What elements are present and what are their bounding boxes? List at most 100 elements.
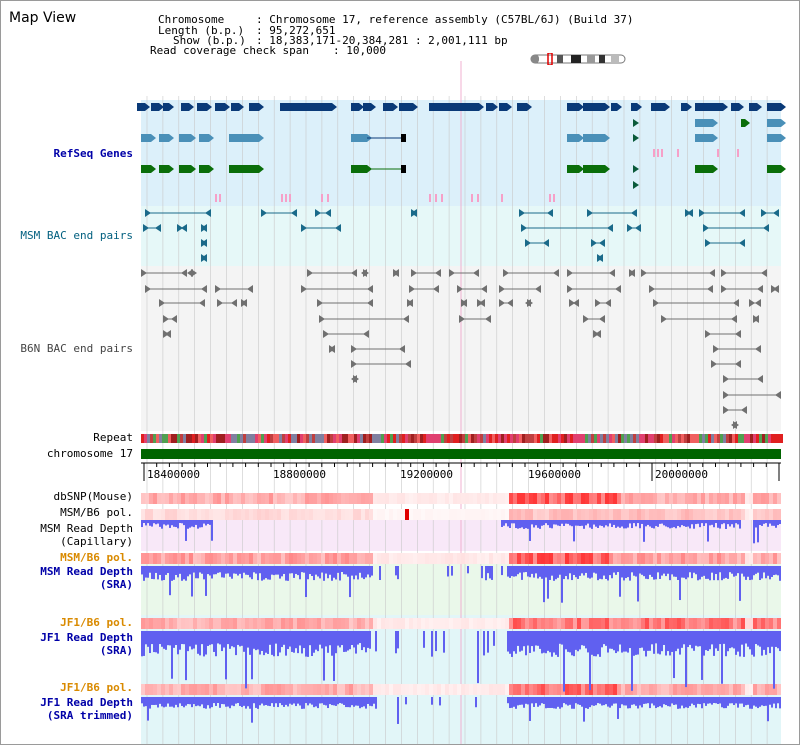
depth-bar: [745, 631, 747, 644]
pink-mark: [657, 149, 659, 157]
heat-cell: [637, 684, 641, 695]
depth-bar: [285, 631, 287, 656]
repeat-segment: [570, 434, 573, 443]
heat-cell: [445, 509, 449, 520]
depth-bar: [693, 520, 695, 529]
heat-cell: [645, 493, 649, 504]
heat-cell: [725, 509, 729, 520]
heat-cell: [645, 509, 649, 520]
depth-bar: [325, 631, 327, 647]
chromosome-ideogram[interactable]: [529, 53, 629, 65]
repeat-segment: [417, 434, 420, 443]
depth-bar: [701, 566, 703, 577]
heat-cell: [625, 684, 629, 695]
depth-bar: [351, 631, 353, 646]
depth-bar: [209, 697, 211, 709]
bac-end-marker: [741, 406, 747, 414]
depth-bar: [363, 631, 365, 648]
depth-bar: [145, 566, 147, 578]
heat-cell: [501, 684, 505, 695]
heat-cell: [441, 618, 445, 629]
heat-cell: [569, 509, 573, 520]
depth-bar: [665, 631, 667, 656]
gene-block: [767, 119, 781, 127]
heat-cell: [325, 618, 329, 629]
heat-cell: [593, 509, 597, 520]
depth-bar: [577, 520, 579, 526]
repeat-segment: [702, 434, 705, 443]
heat-cell: [317, 684, 321, 695]
depth-bar: [577, 697, 579, 705]
bac-end-marker: [461, 299, 467, 307]
bac-end-marker: [583, 315, 589, 323]
heat-cell: [209, 618, 213, 629]
heat-cell: [401, 493, 405, 504]
repeat-segment: [753, 434, 756, 443]
depth-bar: [727, 631, 729, 652]
heat-cell: [577, 553, 581, 564]
heat-cell: [733, 684, 737, 695]
pink-mark: [219, 194, 221, 202]
heat-cell: [249, 509, 253, 520]
heat-cell: [677, 493, 681, 504]
gene-block: [351, 165, 367, 173]
gene-block: [695, 134, 713, 142]
heat-cell: [709, 493, 713, 504]
depth-bar: [247, 697, 249, 707]
depth-bar: [705, 520, 707, 524]
depth-bar: [553, 520, 555, 525]
repeat-segment: [438, 434, 441, 443]
depth-bar: [507, 631, 509, 652]
depth-bar: [353, 697, 355, 707]
depth-bar: [265, 631, 267, 653]
depth-bar: [665, 520, 667, 527]
depth-bar: [291, 631, 293, 652]
heat-cell: [493, 684, 497, 695]
depth-bar: [349, 631, 351, 650]
heat-cell: [165, 493, 169, 504]
bac-end-marker: [629, 269, 635, 277]
depth-bar: [521, 697, 523, 705]
depth-bar: [561, 631, 563, 645]
depth-bar: [181, 631, 183, 645]
depth-bar: [657, 520, 659, 527]
heat-cell: [493, 553, 497, 564]
depth-bar: [273, 566, 275, 576]
depth-bar: [379, 566, 381, 581]
heat-cell: [561, 553, 565, 564]
heat-cell: [545, 553, 549, 564]
depth-bar: [643, 566, 645, 577]
bac-end-marker: [499, 299, 505, 307]
heat-cell: [145, 493, 149, 504]
heat-cell: [345, 684, 349, 695]
axis-tick-label: 19200000: [400, 468, 453, 481]
depth-bar: [663, 697, 665, 705]
depth-bar: [725, 520, 727, 529]
heat-cell: [565, 618, 569, 629]
heat-cell: [321, 509, 325, 520]
heat-cell: [349, 509, 353, 520]
heat-cell: [389, 509, 393, 520]
depth-bar: [299, 697, 301, 706]
depth-bar: [731, 566, 733, 574]
depth-bar: [193, 697, 195, 705]
heat-cell: [333, 684, 337, 695]
heat-cell: [297, 509, 301, 520]
depth-bar: [577, 631, 579, 652]
heat-cell: [773, 618, 777, 629]
heat-cell: [649, 493, 653, 504]
heat-cell: [481, 684, 485, 695]
depth-bar: [209, 566, 211, 576]
repeat-segment: [630, 434, 633, 443]
depth-bar: [647, 697, 649, 704]
depth-bar: [779, 566, 781, 581]
depth-bar: [721, 631, 723, 684]
heat-cell: [265, 493, 269, 504]
repeat-segment: [267, 434, 270, 443]
depth-bar: [681, 520, 683, 526]
depth-bar: [531, 566, 533, 574]
heat-cell: [333, 509, 337, 520]
depth-bar: [147, 566, 149, 578]
heat-cell: [609, 493, 613, 504]
